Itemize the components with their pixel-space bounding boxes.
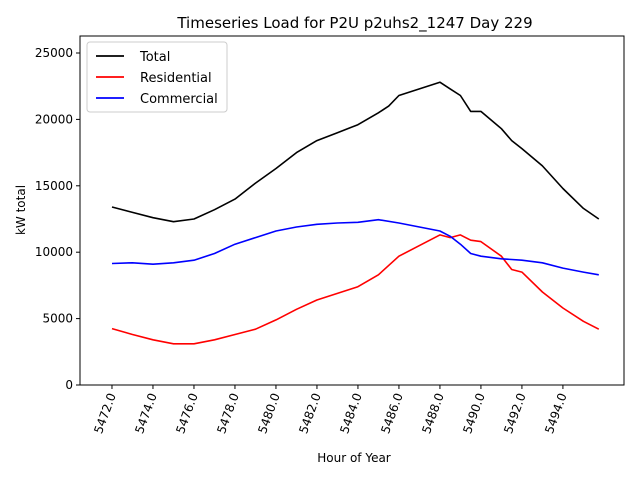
- x-tick-label: 5488.0: [419, 391, 447, 435]
- y-tick-label: 25000: [35, 46, 73, 60]
- x-tick-label: 5476.0: [173, 391, 201, 435]
- x-tick-label: 5492.0: [501, 391, 529, 435]
- y-tick-label: 5000: [42, 312, 73, 326]
- y-tick-label: 20000: [35, 112, 73, 126]
- x-axis-label: Hour of Year: [317, 451, 391, 465]
- series-line-commercial: [111, 218, 599, 276]
- x-tick-label: 5482.0: [296, 391, 324, 435]
- y-tick-label: 0: [65, 378, 73, 392]
- x-tick-label: 5472.0: [91, 391, 119, 435]
- x-tick-label: 5480.0: [255, 391, 283, 435]
- legend-box: [86, 41, 228, 113]
- y-axis-label: kW total: [14, 185, 28, 235]
- series-line-total: [111, 81, 600, 223]
- x-tick-label: 5494.0: [542, 391, 570, 435]
- x-tick-label: 5474.0: [132, 391, 160, 435]
- y-tick-label: 15000: [35, 179, 73, 193]
- legend-label: Residential: [140, 71, 212, 86]
- chart-title: Timeseries Load for P2U p2uhs2_1247 Day …: [176, 14, 532, 33]
- legend-label: Total: [139, 50, 170, 65]
- x-tick-label: 5484.0: [337, 391, 365, 435]
- x-tick-label: 5490.0: [460, 391, 488, 435]
- x-tick-label: 5478.0: [214, 391, 242, 435]
- legend: Total Residential Commercial: [86, 41, 228, 113]
- series-line-residential: [111, 234, 600, 345]
- plot-frame: [79, 35, 625, 386]
- legend-label: Commercial: [140, 92, 218, 107]
- x-tick-label: 5486.0: [378, 391, 406, 435]
- y-tick-label: 10000: [35, 245, 73, 259]
